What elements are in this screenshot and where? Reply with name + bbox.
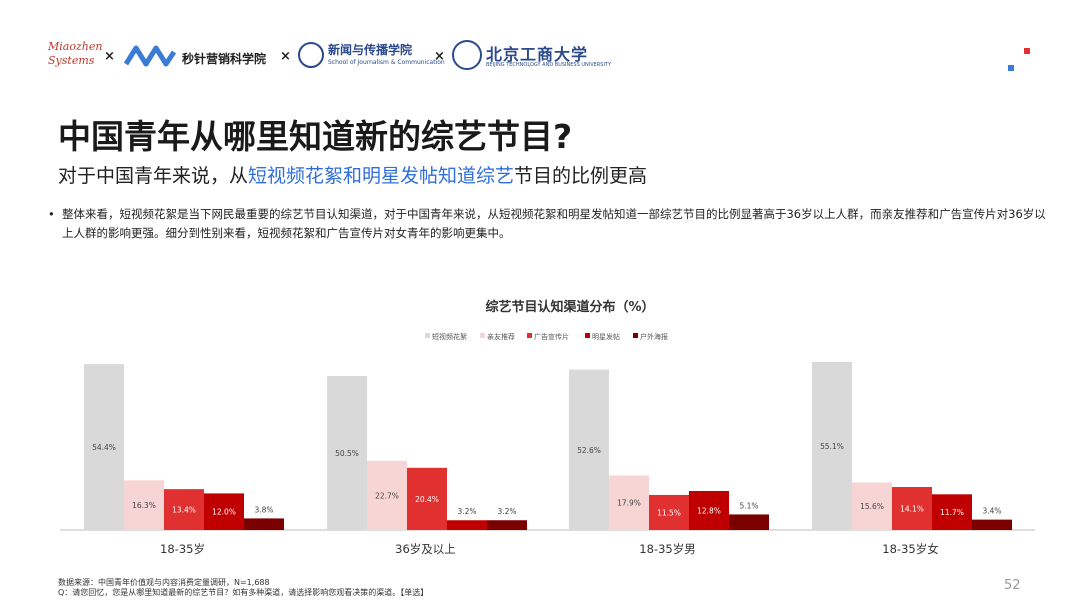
- legend-label: 广告宣传片: [534, 332, 569, 341]
- bar: [689, 490, 729, 530]
- miaozhen-label: 秒针营销科学院: [182, 52, 267, 66]
- bar: [649, 494, 689, 530]
- legend-label: 亲友推荐: [487, 332, 515, 341]
- legend-swatch: [425, 333, 430, 338]
- bar: [407, 467, 447, 530]
- times-separator: ×: [104, 49, 115, 64]
- legend-label: 明星发帖: [592, 332, 620, 341]
- data-label: 17.9%: [617, 499, 641, 508]
- data-label: 54.4%: [92, 443, 116, 452]
- chart-title: 综艺节目认知渠道分布（%）: [485, 299, 654, 315]
- partner-logos: Miaozhen Systems × 秒针营销科学院 × 新闻与传播学院 Sch…: [48, 40, 612, 76]
- subtitle-highlight: 短视频花絮和明星发帖知道综艺: [248, 165, 515, 187]
- decor-dot-blue: [1008, 65, 1014, 71]
- bar: [932, 494, 972, 530]
- footer-notes: 数据来源：中国青年价值观与内容消费定量调研，N=1,688 Q：请您回忆，您是从…: [58, 578, 428, 598]
- page-subtitle: 对于中国青年来说，从短视频花絮和明星发帖知道综艺节目的比例更高: [58, 161, 647, 188]
- data-label: 11.5%: [657, 508, 681, 517]
- data-label: 5.1%: [739, 501, 758, 510]
- legend-label: 户外海报: [640, 332, 668, 341]
- miaozhen-mark-icon: [124, 45, 176, 67]
- data-label: 52.6%: [577, 446, 601, 455]
- miaozhen-logo-line1: Miaozhen: [48, 40, 103, 53]
- data-label: 3.8%: [254, 505, 273, 514]
- bar: [852, 482, 892, 530]
- times-separator: ×: [280, 49, 291, 64]
- school-seal-icon: [298, 42, 324, 68]
- bar: [812, 362, 852, 530]
- school-subtitle: School of Journalism & Communication: [328, 59, 445, 66]
- miaozhen-logo: Miaozhen Systems: [48, 40, 103, 68]
- data-label: 15.6%: [860, 502, 884, 511]
- university-subtitle: BEIJING TECHNOLOGY AND BUSINESS UNIVERSI…: [486, 62, 612, 68]
- school-name: 新闻与传播学院: [328, 43, 413, 57]
- footer-question: Q：请您回忆，您是从哪里知道最新的综艺节目？如有多种渠道，请选择影响您观看决策的…: [58, 588, 429, 597]
- bar: [972, 519, 1012, 530]
- data-label: 55.1%: [820, 442, 844, 451]
- bullet-marker: •: [48, 207, 55, 221]
- bullet-text: 整体来看，短视频花絮是当下网民最重要的综艺节目认知渠道，对于中国青年来说，从短视…: [62, 207, 1046, 240]
- legend-swatch: [633, 333, 638, 338]
- footer-source: 数据来源：中国青年价值观与内容消费定量调研，N=1,688: [58, 578, 270, 587]
- bar: [569, 369, 609, 530]
- data-label: 50.5%: [335, 449, 359, 458]
- data-label: 11.7%: [940, 508, 964, 517]
- data-label: 14.1%: [900, 505, 924, 514]
- data-label: 3.2%: [457, 507, 476, 516]
- data-label: 16.3%: [132, 501, 156, 510]
- subtitle-pre: 对于中国青年来说，从: [58, 165, 249, 187]
- bar: [729, 514, 769, 530]
- bar: [84, 364, 124, 530]
- legend-swatch: [585, 333, 590, 338]
- data-label: 3.4%: [982, 507, 1001, 516]
- times-separator: ×: [434, 49, 445, 64]
- subtitle-post: 节目的比例更高: [514, 165, 648, 187]
- miaozhen-logo-line2: Systems: [48, 54, 95, 67]
- bar: [244, 518, 284, 530]
- bar: [892, 487, 932, 530]
- decor-dot-red: [1024, 48, 1030, 54]
- data-label: 22.7%: [375, 491, 399, 500]
- data-label: 20.4%: [415, 495, 439, 504]
- data-label: 12.0%: [212, 508, 236, 517]
- legend-label: 短视频花絮: [432, 332, 467, 341]
- category-label: 18-35岁男: [639, 542, 695, 556]
- legend-swatch: [527, 333, 532, 338]
- bar: [367, 460, 407, 530]
- legend-swatch: [480, 333, 485, 338]
- bar: [327, 376, 367, 530]
- page-number: 52: [1004, 578, 1021, 593]
- data-label: 12.8%: [697, 506, 721, 515]
- bar: [204, 493, 244, 530]
- category-label: 36岁及以上: [395, 542, 456, 556]
- category-label: 18-35岁: [160, 542, 205, 556]
- bar: [164, 489, 204, 530]
- university-name: 北京工商大学: [486, 45, 589, 64]
- university-seal-icon: [452, 40, 482, 70]
- data-label: 13.4%: [172, 506, 196, 515]
- page-title: 中国青年从哪里知道新的综艺节目?: [58, 117, 573, 156]
- data-label: 3.2%: [497, 507, 516, 516]
- bar: [487, 520, 527, 530]
- category-label: 18-35岁女: [882, 542, 938, 556]
- bar: [609, 475, 649, 530]
- bar: [447, 520, 487, 530]
- bar: [124, 480, 164, 530]
